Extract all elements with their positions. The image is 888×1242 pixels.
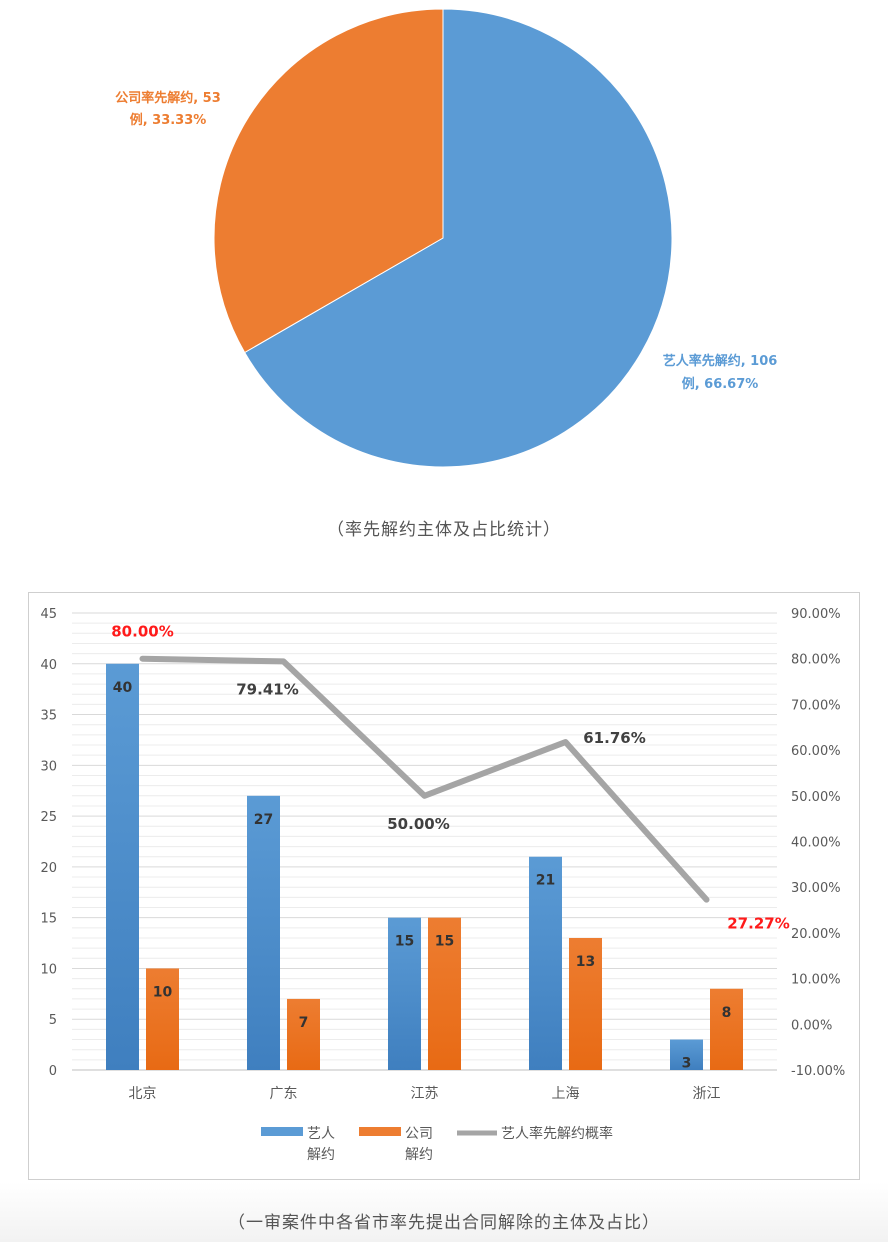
category-label: 江苏 — [411, 1086, 439, 1102]
bar-chart-frame: 0 5 10 15 20 25 30 35 40 45 -10.00% 0.00% 10.00% 20.0… — [28, 592, 860, 1180]
y-right-tick-label: 30.00% — [791, 881, 841, 896]
y-left-tick-label: 45 — [40, 607, 57, 622]
bar-artist-value-label: 15 — [395, 934, 414, 950]
y-right-tick-label: 50.00% — [791, 790, 841, 805]
rate-label: 50.00% — [387, 815, 449, 833]
legend-label-artist: 解约 — [307, 1147, 335, 1163]
legend-label-rate: 艺人率先解约概率 — [501, 1125, 613, 1142]
bar-company — [428, 917, 461, 1070]
legend-label-company: 公司 — [405, 1126, 433, 1142]
bar-artist-value-label: 27 — [254, 812, 273, 828]
pie-slice — [243, 8, 673, 468]
category-label: 北京 — [129, 1086, 157, 1102]
bar-artist-value-label: 21 — [536, 873, 555, 889]
legend-swatch-artist — [261, 1127, 303, 1136]
bar-caption: （一审案件中各省市率先提出合同解除的主体及占比） — [228, 1213, 660, 1233]
y-right-tick-label: 60.00% — [791, 744, 841, 759]
y-left-tick-label: 35 — [40, 709, 57, 724]
pie-caption: （率先解约主体及占比统计） — [327, 520, 561, 540]
pie-slice-label: 公司率先解约, 53 — [115, 90, 221, 106]
caption-band — [0, 1182, 888, 1242]
category-label: 浙江 — [693, 1086, 721, 1102]
rate-line — [139, 655, 710, 903]
y-left-tick-label: 40 — [40, 658, 57, 673]
y-right-tick-label: 0.00% — [791, 1018, 832, 1033]
bar-artist — [670, 1039, 703, 1070]
bar-company — [287, 998, 320, 1070]
category-label: 广东 — [270, 1086, 298, 1102]
y-right-tick-label: 90.00% — [791, 607, 841, 622]
bar-company-value-label: 7 — [299, 1015, 309, 1031]
y-left-tick-label: 25 — [40, 810, 57, 825]
bar-company-value-label: 8 — [722, 1005, 732, 1021]
y-right-tick-label: 10.00% — [791, 973, 841, 988]
y-left-tick-label: 5 — [49, 1013, 57, 1028]
bar-artist — [247, 795, 280, 1070]
legend-label-artist: 艺人 — [307, 1126, 335, 1142]
bar-artist — [388, 917, 421, 1070]
pie-slice-label: 艺人率先解约, 106 — [663, 353, 778, 369]
y-left-tick-label: 30 — [40, 759, 57, 774]
pie-chart: 艺人率先解约, 106 例, 66.67% 公司率先解约, 53 例, 33.33% — [115, 8, 778, 468]
bar-company-value-label: 15 — [435, 934, 454, 950]
pie-slice-label: 例, 33.33% — [130, 112, 207, 128]
legend-label-company: 解约 — [405, 1147, 433, 1163]
y-right-tick-label: 80.00% — [791, 653, 841, 668]
rate-label: 79.41% — [236, 680, 298, 698]
bar-company-value-label: 13 — [576, 954, 595, 970]
bar-company — [710, 988, 743, 1070]
y-left-tick-label: 20 — [40, 861, 57, 876]
bar-artist — [529, 856, 562, 1070]
bar-artist — [106, 663, 139, 1070]
bar-artist-value-label: 3 — [682, 1056, 692, 1072]
bar-company-value-label: 10 — [153, 984, 173, 1000]
y-right-tick-label: 20.00% — [791, 927, 841, 942]
bar-artist-value-label: 40 — [113, 680, 133, 696]
y-right-tick-label: 40.00% — [791, 836, 841, 851]
y-right-tick-label: -10.00% — [791, 1064, 845, 1079]
rate-label: 27.27% — [727, 915, 789, 933]
pie-slice — [213, 8, 444, 354]
y-left-tick-label: 15 — [40, 912, 57, 927]
bar-line-chart: 0 5 10 15 20 25 30 35 40 45 -10.00% 0.00% 10.00% 20.0… — [40, 607, 845, 1163]
bar-company — [569, 937, 602, 1070]
bar-company — [146, 968, 179, 1070]
pie-slice-label: 例, 66.67% — [682, 376, 759, 392]
category-label: 上海 — [552, 1086, 580, 1102]
rate-label: 61.76% — [583, 729, 645, 747]
y-right-tick-label: 70.00% — [791, 698, 841, 713]
y-left-tick-label: 10 — [40, 962, 57, 977]
y-left-tick-label: 0 — [49, 1064, 57, 1079]
rate-label: 80.00% — [111, 623, 173, 641]
legend-swatch-company — [359, 1127, 401, 1136]
